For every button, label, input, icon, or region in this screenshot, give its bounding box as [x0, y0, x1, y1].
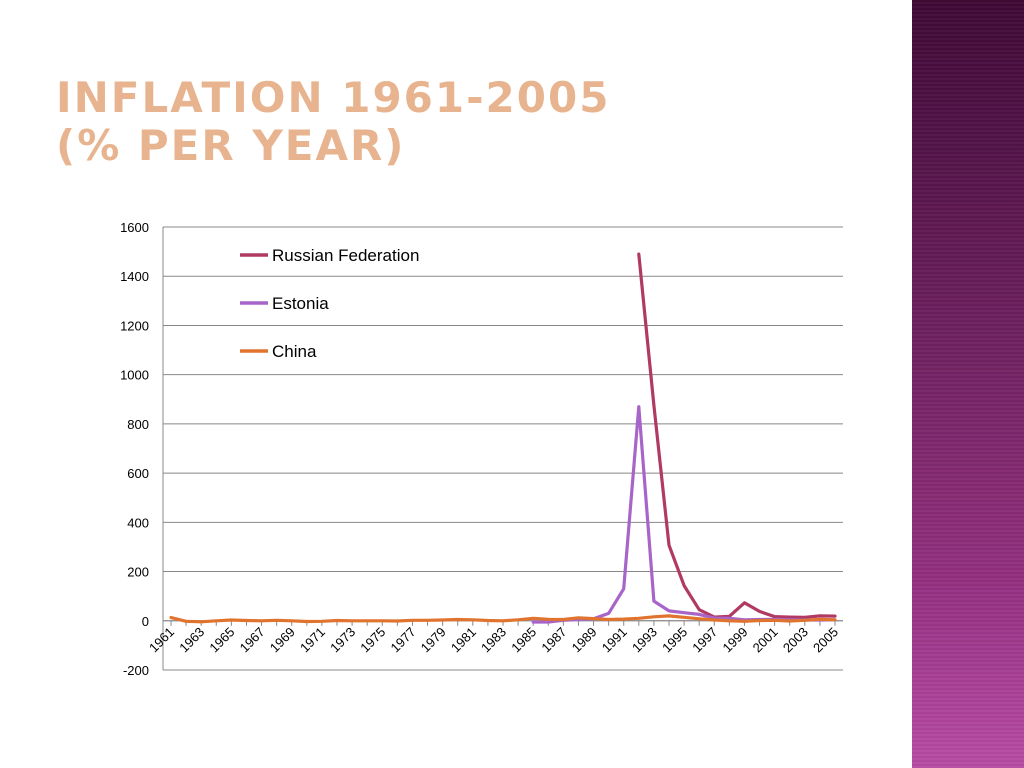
x-tick-label: 1983 — [478, 624, 509, 655]
legend: Russian Federation Estonia China — [240, 246, 419, 361]
x-tick-label: 1967 — [237, 624, 268, 655]
x-tick-label: 2001 — [750, 624, 781, 655]
slide-title: INFLATION 1961-2005 (% PER YEAR) — [56, 74, 896, 170]
y-tick-label: 1000 — [120, 368, 149, 383]
x-tick-label: 1969 — [267, 624, 298, 655]
x-tick-label: 1997 — [689, 624, 720, 655]
y-tick-label: 600 — [127, 466, 149, 481]
x-tick-label: 1985 — [508, 624, 539, 655]
legend-label: Russian Federation — [272, 246, 419, 265]
x-tick-label: 2003 — [780, 624, 811, 655]
decorative-side-band — [912, 0, 1024, 768]
y-tick-label: 1200 — [120, 318, 149, 333]
x-axis: 1961 1963 1965 1967 1969 1971 1973 1975 1977 1979… — [146, 620, 843, 655]
x-tick-label: 1975 — [357, 624, 388, 655]
x-tick-label: 1993 — [629, 624, 660, 655]
x-tick-label: 1979 — [418, 624, 449, 655]
x-tick-label: 1973 — [327, 624, 358, 655]
slide-title-line1: INFLATION 1961-2005 — [56, 73, 611, 122]
y-tick-label: 200 — [127, 565, 149, 580]
x-tick-label: 1977 — [388, 624, 419, 655]
x-tick-label: 1995 — [659, 624, 690, 655]
slide-title-line2: (% PER YEAR) — [56, 121, 406, 170]
y-axis: -200 0 200 400 600 800 1000 1200 1400 1600 — [120, 220, 164, 678]
x-tick-label: 1989 — [569, 624, 600, 655]
y-tick-label: -200 — [123, 663, 149, 678]
x-tick-label: 1971 — [297, 624, 328, 655]
x-tick-label: 1999 — [720, 624, 751, 655]
x-tick-label: 2005 — [810, 624, 841, 655]
grid-layer — [163, 226, 843, 671]
y-tick-label: 0 — [142, 614, 149, 629]
series-line-china — [169, 614, 837, 624]
x-tick-label: 1987 — [538, 624, 569, 655]
x-tick-label: 1963 — [176, 624, 207, 655]
series-layer — [169, 252, 837, 624]
series-line-russian-federation — [637, 252, 837, 619]
y-tick-label: 800 — [127, 417, 149, 432]
x-tick-label: 1961 — [146, 624, 177, 655]
x-tick-label: 1965 — [206, 624, 237, 655]
series-line-estonia — [531, 405, 837, 624]
legend-label: Estonia — [272, 294, 329, 313]
x-tick-label: 1991 — [599, 624, 630, 655]
y-tick-label: 400 — [127, 515, 149, 530]
legend-label: China — [272, 342, 317, 361]
x-tick-label: 1981 — [448, 624, 479, 655]
y-tick-label: 1600 — [120, 220, 149, 235]
y-tick-label: 1400 — [120, 269, 149, 284]
